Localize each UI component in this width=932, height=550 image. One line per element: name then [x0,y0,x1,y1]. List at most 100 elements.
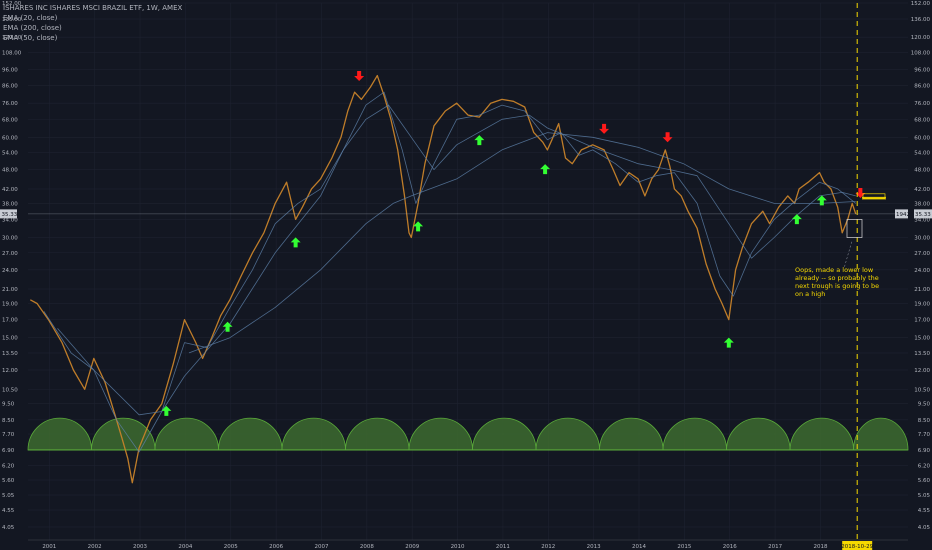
y-tick-label-right: 108.00 [911,50,931,56]
y-tick-label-right: 17.00 [914,318,930,324]
y-tick-label-right: 6.90 [918,448,931,454]
y-tick-label-right: 24.00 [914,268,930,274]
up-arrow-marker [290,237,301,248]
up-arrow-marker [540,164,551,175]
ema200-label[interactable]: EMA (200, close) [3,24,62,32]
cycle-arc [853,417,909,451]
y-tick-label-left: 13.50 [2,351,18,357]
x-tick-label: 2007 [314,544,328,550]
cycle-arc [91,417,156,451]
y-tick-label-left: 152.00 [2,1,22,7]
up-arrow-marker [816,195,827,206]
y-tick-label-left: 38.00 [2,201,18,207]
y-tick-label-right: 5.60 [918,478,931,484]
y-tick-label-left: 60.00 [2,135,18,141]
y-tick-label-left: 4.55 [2,508,15,514]
y-tick-label-left: 6.90 [2,448,15,454]
y-tick-label-left: 76.00 [2,101,18,107]
x-tick-label: 2004 [178,544,192,550]
up-arrow-marker [222,321,233,332]
down-arrow-marker [662,132,673,143]
y-tick-label-right: 10.50 [914,387,930,393]
y-tick-label-left: 48.00 [2,168,18,174]
up-arrow-marker [723,337,734,348]
y-tick-label-right: 86.00 [914,83,930,89]
ema50-label[interactable]: EMA (50, close) [3,34,58,42]
cycle-arc [27,417,92,451]
y-tick-label-left: 6.20 [2,463,15,469]
y-tick-label-right: 152.00 [911,1,931,7]
y-tick-label-left: 17.00 [2,318,18,324]
y-tick-label-right: 76.00 [914,101,930,107]
y-tick-label-left: 68.00 [2,117,18,123]
date-badge [842,541,873,550]
note-connector [844,239,853,267]
y-tick-label-right: 34.00 [914,217,930,223]
y-tick-label-right: 48.00 [914,168,930,174]
y-tick-label-left: 5.60 [2,478,15,484]
y-tick-label-left: 108.00 [2,50,22,56]
x-tick-label: 2003 [133,544,147,550]
y-tick-label-right: 15.00 [914,336,930,342]
x-tick-label: 2017 [768,544,782,550]
y-tick-label-right: 54.00 [914,151,930,157]
last-price-text-left: 35.33 [2,212,18,218]
ema20-label[interactable]: EMA (20, close) [3,14,58,22]
cycle-arc [789,417,854,451]
cycle-arc [218,417,283,451]
y-tick-label-right: 60.00 [914,135,930,141]
y-tick-label-left: 120.00 [2,35,22,41]
cycle-arc [662,417,727,451]
x-tick-label: 2018 [813,544,827,550]
x-tick-label: 2010 [451,544,465,550]
cycle-arc [154,417,219,451]
y-tick-label-right: 13.50 [914,351,930,357]
y-tick-label-left: 86.00 [2,83,18,89]
y-tick-label-right: 7.70 [918,432,931,438]
x-tick-label: 2009 [405,544,419,550]
x-tick-label: 2002 [88,544,102,550]
y-tick-label-right: 136.00 [911,17,931,23]
last-price-badge-mid [895,209,908,219]
y-tick-label-right: 68.00 [914,117,930,123]
annotation-note: Oops, made a lower low already -- so pro… [795,266,880,298]
y-tick-label-left: 10.50 [2,387,18,393]
x-tick-label: 2012 [541,544,555,550]
date-badge-text: 2018-10-29 [841,544,873,550]
cycle-arcs [27,417,909,451]
y-tick-label-left: 136.00 [2,17,22,23]
y-tick-label-left: 7.70 [2,432,15,438]
x-tick-label: 2016 [723,544,737,550]
y-tick-label-left: 96.00 [2,67,18,73]
last-price-badge-right [914,209,932,219]
y-tick-label-left: 12.00 [2,368,18,374]
y-tick-label-right: 19.00 [914,302,930,308]
y-tick-label-right: 120.00 [911,35,931,41]
y-tick-label-right: 42.00 [914,187,930,193]
series-ema200 [188,132,856,354]
y-tick-label-right: 30.00 [914,236,930,242]
x-tick-label: 2015 [677,544,691,550]
y-tick-label-left: 54.00 [2,151,18,157]
y-tick-label-right: 4.55 [918,508,931,514]
y-tick-label-left: 5.05 [2,493,15,499]
cycle-arc [535,417,600,451]
y-tick-label-left: 24.00 [2,268,18,274]
y-tick-label-right: 38.00 [914,201,930,207]
chart-series [29,74,857,484]
cycle-arc [726,417,791,451]
y-tick-label-right: 4.05 [918,525,931,531]
series-ema50 [57,104,856,416]
up-arrow-marker [474,135,485,146]
x-tick-label: 2014 [632,544,646,550]
y-tick-label-right: 9.50 [918,402,931,408]
y-tick-label-left: 9.50 [2,402,15,408]
last-price-text-right: 35.33 [915,212,931,218]
last-price-badge-left [0,209,17,219]
cycle-arc [408,417,473,451]
target-zone-box [862,193,886,199]
cycle-arc [281,417,346,451]
cycle-arc [599,417,664,451]
